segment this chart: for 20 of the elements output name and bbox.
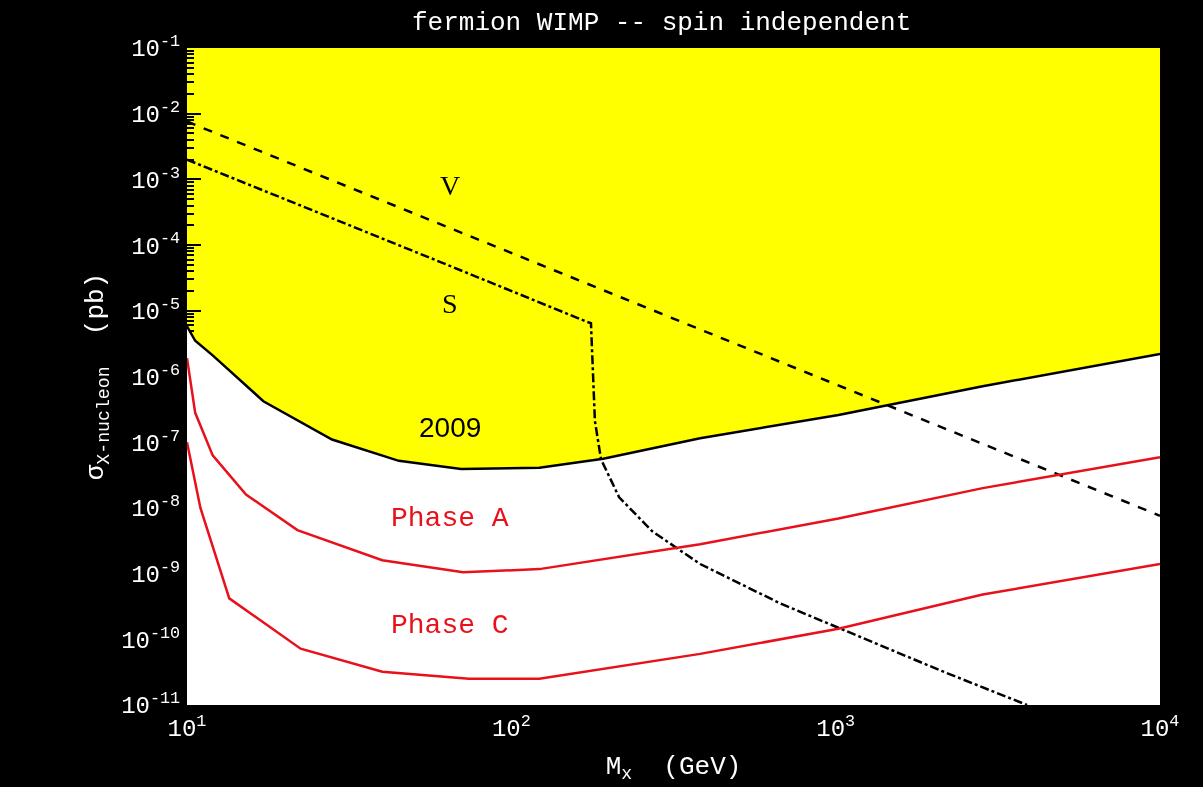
x-tick-label: 10$^{4}$ [1140, 711, 1180, 743]
y-tick-label: 10$^{-7}$ [131, 426, 181, 458]
y-tick-label: 10$^{-10}$ [121, 623, 181, 655]
y-tick-label: 10$^{-3}$ [131, 163, 181, 195]
text: M$_{x}$ (GeV) [605, 752, 742, 785]
series-label: S [442, 288, 458, 319]
y-tick-label: 10$^{-6}$ [131, 360, 181, 392]
series-label: 2009 [419, 412, 482, 443]
x-tick-label: 10$^{3}$ [816, 711, 856, 743]
y-tick-label: 10$^{-8}$ [131, 492, 181, 524]
y-tick-label: 10$^{-4}$ [131, 229, 181, 261]
y-tick-label: 10$^{-2}$ [131, 98, 181, 130]
x-tick-label: 10$^{2}$ [491, 711, 531, 743]
y-tick-label: 10$^{-1}$ [131, 32, 181, 64]
chart-title: fermion WIMP -- spin independent [412, 8, 912, 38]
y-tick-label: 10$^{-9}$ [131, 557, 181, 589]
y-tick-label: 10$^{-5}$ [131, 295, 181, 327]
series-label: Phase A [391, 503, 509, 534]
series-label: V [440, 170, 461, 201]
series-label: Phase C [391, 610, 509, 641]
